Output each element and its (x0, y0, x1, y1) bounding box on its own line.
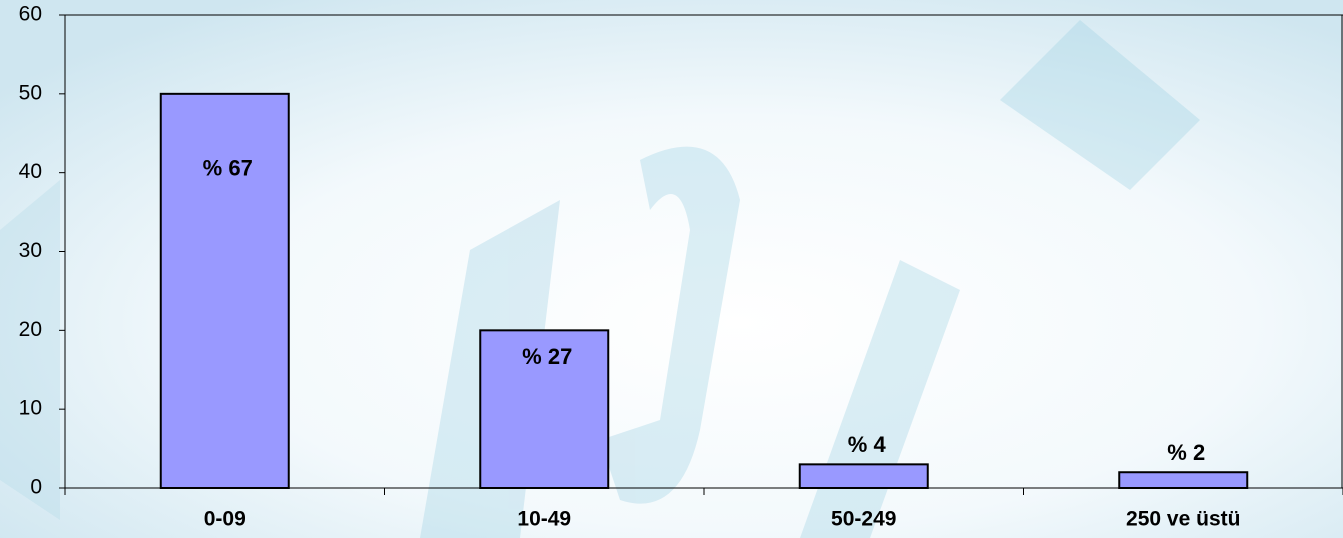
y-tick-label: 0 (30, 476, 42, 499)
bar (159, 92, 290, 489)
y-tick-label: 40 (19, 160, 42, 183)
y-tick-label: 60 (19, 3, 42, 26)
x-tick-label: 0-09 (204, 508, 246, 531)
annotation: % 4 (848, 432, 887, 457)
y-tick-label: 20 (19, 318, 42, 341)
x-tick-label: 250 ve üstü (1126, 508, 1240, 531)
bar (479, 329, 610, 490)
annotation: % 27 (522, 344, 572, 369)
bar (798, 463, 929, 490)
x-tick-label: 10-49 (517, 508, 571, 531)
y-tick-label: 10 (19, 397, 42, 420)
annotation: % 2 (1167, 440, 1205, 465)
y-tick-label: 50 (19, 81, 42, 104)
x-tick-label: 50-249 (831, 508, 896, 531)
annotation: % 67 (203, 156, 253, 181)
y-tick-label: 30 (19, 239, 42, 262)
bar (1118, 471, 1249, 490)
